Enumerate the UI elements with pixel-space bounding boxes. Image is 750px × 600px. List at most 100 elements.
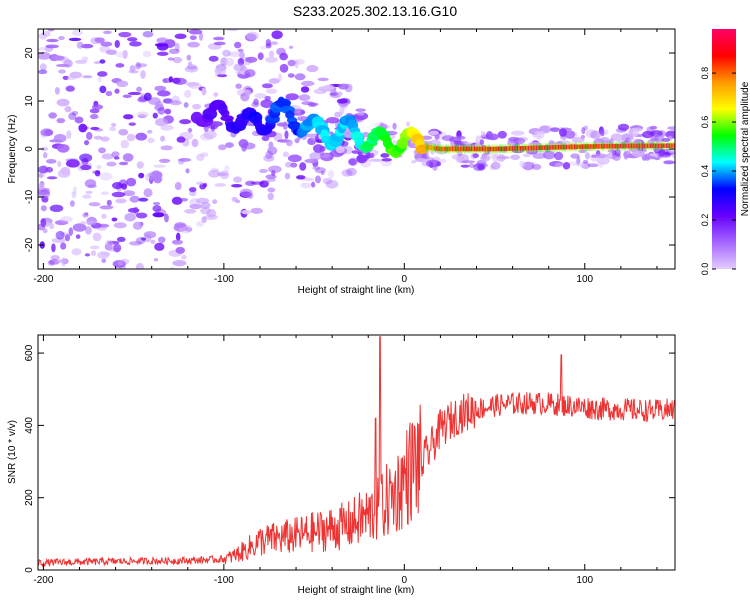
y-tick-label: 0 [24,146,35,152]
heatmap-cell [559,128,567,137]
heatmap-cell [148,97,161,106]
heatmap-cell [215,9,229,15]
heatmap-cell [157,90,171,97]
y-tick-label: 600 [24,344,35,361]
heatmap-cell [456,135,466,140]
heatmap-band-cell [610,141,613,151]
heatmap-cell [294,137,300,144]
heatmap-cell [187,127,193,133]
heatmap-cell [198,32,204,41]
heatmap-cell [554,162,564,168]
heatmap-cell [287,73,295,78]
heatmap-cell [90,250,97,256]
heatmap-cell [270,41,278,46]
heatmap-cell [259,168,268,174]
heatmap-cell [100,136,110,142]
heatmap-cell [279,52,289,61]
heatmap-cell [38,47,50,51]
colorbar-gradient [712,29,736,269]
heatmap-cell [549,127,560,132]
heatmap-cell [314,167,326,174]
heatmap-cell [114,88,120,94]
heatmap-band-cell [591,142,594,151]
heatmap-cell [374,122,388,128]
heatmap-band-cell [526,143,529,153]
heatmap-cell [184,89,192,98]
heatmap-cell [80,164,92,171]
heatmap-band-cell [453,144,456,154]
heatmap-cell [64,234,71,242]
heatmap-cell [549,160,564,167]
heatmap-cell [287,59,296,67]
heatmap-cell [80,221,86,225]
colorbar-tick-label: 0.8 [700,67,710,80]
heatmap-cell [171,239,183,245]
heatmap-cell [276,122,289,127]
heatmap-cell [263,154,275,162]
heatmap-cell [265,43,272,49]
heatmap-cell [122,49,128,59]
heatmap-cell [189,203,202,210]
heatmap-cell [325,179,339,189]
heatmap-cell [116,80,129,88]
heatmap-band-cell [580,142,583,151]
heatmap-cell [405,121,411,127]
heatmap-cell [111,122,117,127]
heatmap-cell [426,159,440,168]
heatmap-band-cell [444,144,447,154]
heatmap-band-cell [455,144,458,154]
heatmap-cell [38,51,51,60]
heatmap-cell [124,213,136,222]
heatmap-cell [590,130,602,140]
heatmap-band-cell [618,141,621,151]
heatmap-cell [301,101,314,106]
heatmap-cell [225,57,234,67]
heatmap-cell [267,192,274,201]
heatmap-cell [314,175,322,184]
heatmap-cell [212,199,218,204]
heatmap-cell [218,144,227,151]
heatmap-cell [307,137,316,146]
heatmap-cell [497,130,507,139]
x-tick-label: 0 [402,575,408,586]
colorbar-tick-label: 0.6 [700,116,710,129]
heatmap-cell [304,158,318,164]
heatmap-cell [58,36,65,41]
heatmap-cell [39,165,48,174]
heatmap-cell [348,158,358,166]
heatmap-cell [72,223,87,232]
heatmap-cell [101,213,107,219]
heatmap-cell [226,29,240,32]
heatmap-cell [317,77,329,82]
heatmap-cell [114,51,128,58]
heatmap-cell [69,71,83,79]
heatmap-cell [195,181,204,185]
heatmap-cell [172,56,183,64]
heatmap-cell [257,52,264,61]
heatmap-cell [57,144,70,153]
heatmap-band-cell [650,141,653,151]
heatmap-cell [163,213,169,223]
heatmap-cell [58,69,66,74]
heatmap-band-cell [515,144,518,153]
heatmap-cell [476,160,487,166]
heatmap-band-cell [566,142,569,152]
heatmap-cell [138,172,145,179]
heatmap-cell [66,159,80,168]
heatmap-cell [562,162,571,170]
heatmap-cell [115,63,125,68]
heatmap-cell [356,111,365,116]
heatmap-cell [66,130,72,139]
heatmap-cell [111,191,126,198]
heatmap-band-cell [572,142,575,152]
heatmap-band-cell [631,141,634,151]
heatmap-cell [148,171,163,181]
heatmap-band-cell [569,142,572,152]
heatmap-cell [186,54,191,61]
heatmap-cell [265,56,278,63]
heatmap-cell [267,146,278,156]
heatmap-cell [534,131,546,135]
heatmap-cell [203,130,217,140]
colorbar-tick-label: 0.4 [700,165,710,178]
heatmap-cell [284,172,291,180]
